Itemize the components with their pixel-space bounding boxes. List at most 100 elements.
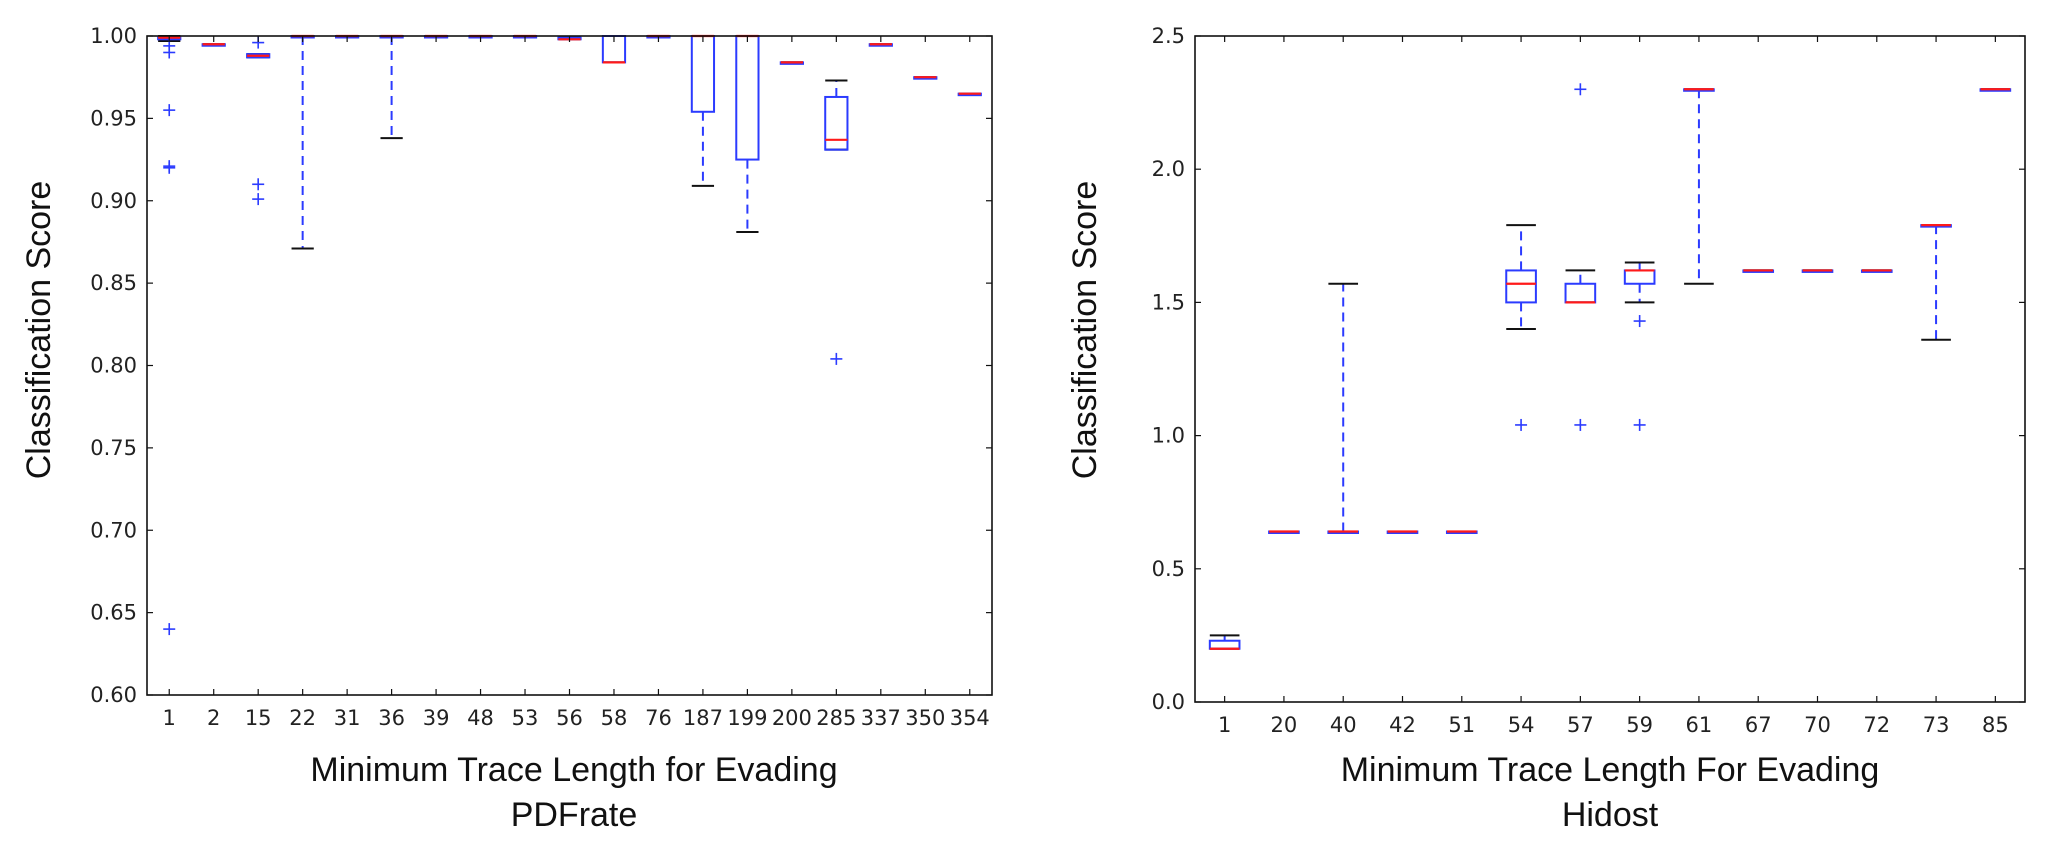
box-54 [1505, 224, 1537, 431]
y-axis-title: Classification Score [1066, 181, 1104, 480]
x-tick-label: 199 [727, 706, 767, 730]
x-tick-label: 40 [1330, 713, 1357, 737]
box-1 [157, 35, 182, 636]
box-85 [1979, 88, 2012, 92]
box-67 [1742, 269, 1775, 273]
y-tick-label: 0.90 [90, 189, 137, 213]
x-tick-label: 57 [1567, 713, 1594, 737]
box-285 [824, 79, 849, 365]
y-tick-label: 0.5 [1152, 557, 1185, 581]
x-tick-label: 1 [163, 706, 176, 730]
box-36 [379, 34, 404, 140]
box-61 [1683, 88, 1715, 285]
iqr-box [735, 35, 760, 161]
x-tick-label: 15 [245, 706, 272, 730]
x-tick-label: 61 [1686, 713, 1713, 737]
y-tick-label: 1.5 [1152, 290, 1185, 314]
iqr-box [1208, 639, 1241, 650]
outlier-marker [1515, 418, 1528, 431]
box-187 [690, 34, 716, 187]
iqr-box [1564, 282, 1597, 304]
outlier-marker [830, 352, 843, 365]
y-tick-label: 0.85 [90, 271, 137, 295]
x-tick-label: 54 [1508, 713, 1535, 737]
y-tick-label: 0.60 [90, 683, 137, 707]
box-354 [957, 92, 982, 97]
x-axis-title: Minimum Trace Length for Evading [310, 751, 837, 789]
iqr-box [690, 35, 716, 113]
y-tick-label: 0.95 [90, 106, 137, 130]
x-tick-label: 76 [645, 706, 672, 730]
y-tick-label: 0.75 [90, 436, 137, 460]
x-tick-label: 58 [601, 706, 628, 730]
box-42 [1386, 530, 1419, 535]
x-tick-label: 337 [861, 706, 901, 730]
x-axis-subtitle: PDFrate [511, 796, 638, 834]
y-tick-label: 0.70 [90, 518, 137, 542]
plot-frame [146, 35, 993, 696]
x-tick-label: 73 [1923, 713, 1950, 737]
x-tick-label: 187 [683, 706, 723, 730]
x-tick-label: 1 [1218, 713, 1231, 737]
y-tick-label: 0.65 [90, 601, 137, 625]
hidost-chart: 0.0 0.5 1.0 1.5 2.0 2.5 1 20 40 42 51 54 57 59 61 67 70 7… [1066, 24, 2026, 834]
iqr-box [1505, 269, 1537, 304]
x-tick-label: 285 [816, 706, 856, 730]
box-15 [246, 36, 271, 206]
iqr-box [1623, 269, 1656, 285]
x-axis-subtitle: Hidost [1562, 796, 1659, 834]
outlier-marker [163, 623, 176, 636]
box-59 [1623, 261, 1656, 431]
outlier-marker [163, 161, 176, 174]
x-tick-label: 72 [1863, 713, 1890, 737]
y-tick-label: 1.0 [1152, 424, 1185, 448]
outlier-marker [1574, 418, 1587, 431]
pdfrate-chart: 0.60 0.65 0.70 0.75 0.80 0.85 0.90 0.95 1.00 1 2 15… [20, 24, 993, 834]
x-tick-label: 22 [289, 706, 316, 730]
box-20 [1268, 530, 1300, 535]
x-axis-title: Minimum Trace Length For Evading [1341, 751, 1880, 789]
outlier-marker [252, 178, 265, 191]
x-tick-label: 42 [1389, 713, 1416, 737]
x-tick-label: 51 [1448, 713, 1475, 737]
outlier-marker [163, 104, 176, 117]
outlier-marker [1633, 315, 1646, 328]
box-350 [913, 76, 938, 80]
box-51 [1445, 530, 1478, 535]
x-tick-label: 354 [950, 706, 990, 730]
box-40 [1327, 282, 1360, 535]
x-tick-label: 350 [905, 706, 945, 730]
x-tick-label: 53 [512, 706, 539, 730]
box-199 [735, 34, 760, 234]
x-tick-label: 85 [1982, 713, 2009, 737]
x-tick-label: 20 [1271, 713, 1298, 737]
x-tick-label: 56 [556, 706, 583, 730]
box-70 [1801, 269, 1834, 273]
box-72 [1860, 269, 1893, 273]
box-1 [1208, 634, 1241, 650]
outlier-marker [1574, 83, 1587, 96]
x-tick-label: 200 [772, 706, 812, 730]
box-337 [868, 43, 893, 47]
x-tick-label: 2 [207, 706, 220, 730]
iqr-box [824, 95, 849, 151]
outlier-marker [1633, 418, 1646, 431]
y-tick-label: 0.80 [90, 354, 137, 378]
y-axis-title: Classification Score [20, 181, 58, 480]
x-tick-label: 59 [1626, 713, 1653, 737]
box-57 [1564, 83, 1597, 431]
box-73 [1920, 224, 1952, 341]
box-22 [290, 34, 315, 250]
x-tick-label: 39 [423, 706, 450, 730]
x-tick-label: 70 [1804, 713, 1831, 737]
x-tick-label: 67 [1745, 713, 1772, 737]
x-tick-label: 36 [378, 706, 405, 730]
y-tick-label: 0.0 [1152, 690, 1185, 714]
box-2 [201, 43, 226, 47]
x-tick-label: 48 [467, 706, 494, 730]
outlier-marker [252, 193, 265, 206]
y-tick-label: 2.5 [1152, 24, 1185, 48]
y-tick-label: 1.00 [90, 24, 137, 48]
x-tick-label: 31 [334, 706, 361, 730]
